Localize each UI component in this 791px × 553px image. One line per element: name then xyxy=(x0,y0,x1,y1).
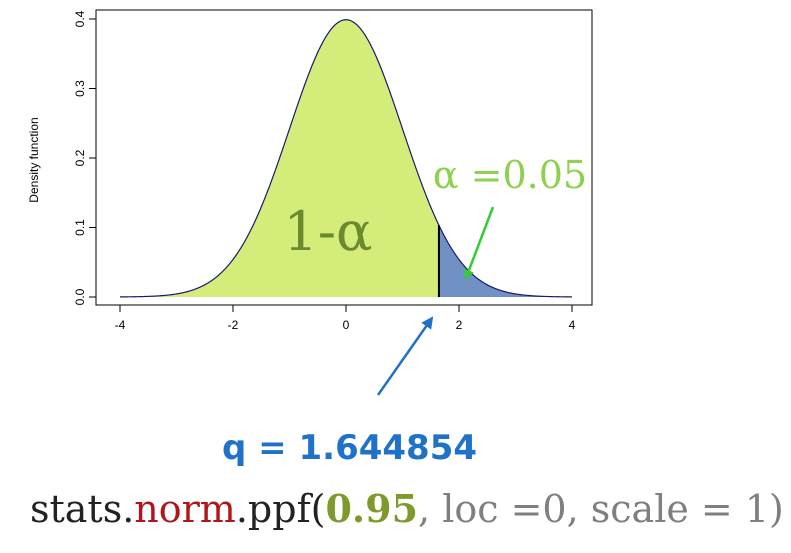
region-tail xyxy=(438,225,572,297)
x-tick-label: -2 xyxy=(228,318,239,332)
y-tick-label: 0.3 xyxy=(73,80,87,97)
x-tick-label: 0 xyxy=(343,318,350,332)
alpha-label: α =0.05 xyxy=(433,153,587,197)
alpha-arrow xyxy=(464,206,495,280)
quantile-value-label: q = 1.644854 xyxy=(222,428,478,468)
quantile-arrow xyxy=(376,316,434,396)
code-function: norm xyxy=(134,487,236,531)
code-call: .ppf( xyxy=(235,487,326,531)
code-probability: 0.95 xyxy=(325,486,419,531)
y-axis-title: Density function xyxy=(27,117,41,202)
code-expression: stats.norm.ppf(0.95, loc =0, scale = 1) xyxy=(30,486,784,531)
region-label-1-alpha: 1-α xyxy=(283,200,372,263)
x-tick-label: -4 xyxy=(115,318,126,332)
y-tick-label: 0.0 xyxy=(73,288,87,305)
x-tick-label: 2 xyxy=(456,318,463,332)
density-curve xyxy=(119,19,573,298)
code-args: , loc =0, scale = 1) xyxy=(418,487,784,531)
region-acceptance xyxy=(120,19,439,298)
y-tick-label: 0.4 xyxy=(73,10,87,27)
x-tick-label: 4 xyxy=(569,318,576,332)
code-prefix: stats. xyxy=(30,487,135,531)
y-tick-label: 0.2 xyxy=(73,149,87,166)
y-tick-label: 0.1 xyxy=(73,219,87,236)
axes: -4 -2 0 2 4 0.0 0.1 0.2 0.3 0.4 xyxy=(73,9,593,332)
